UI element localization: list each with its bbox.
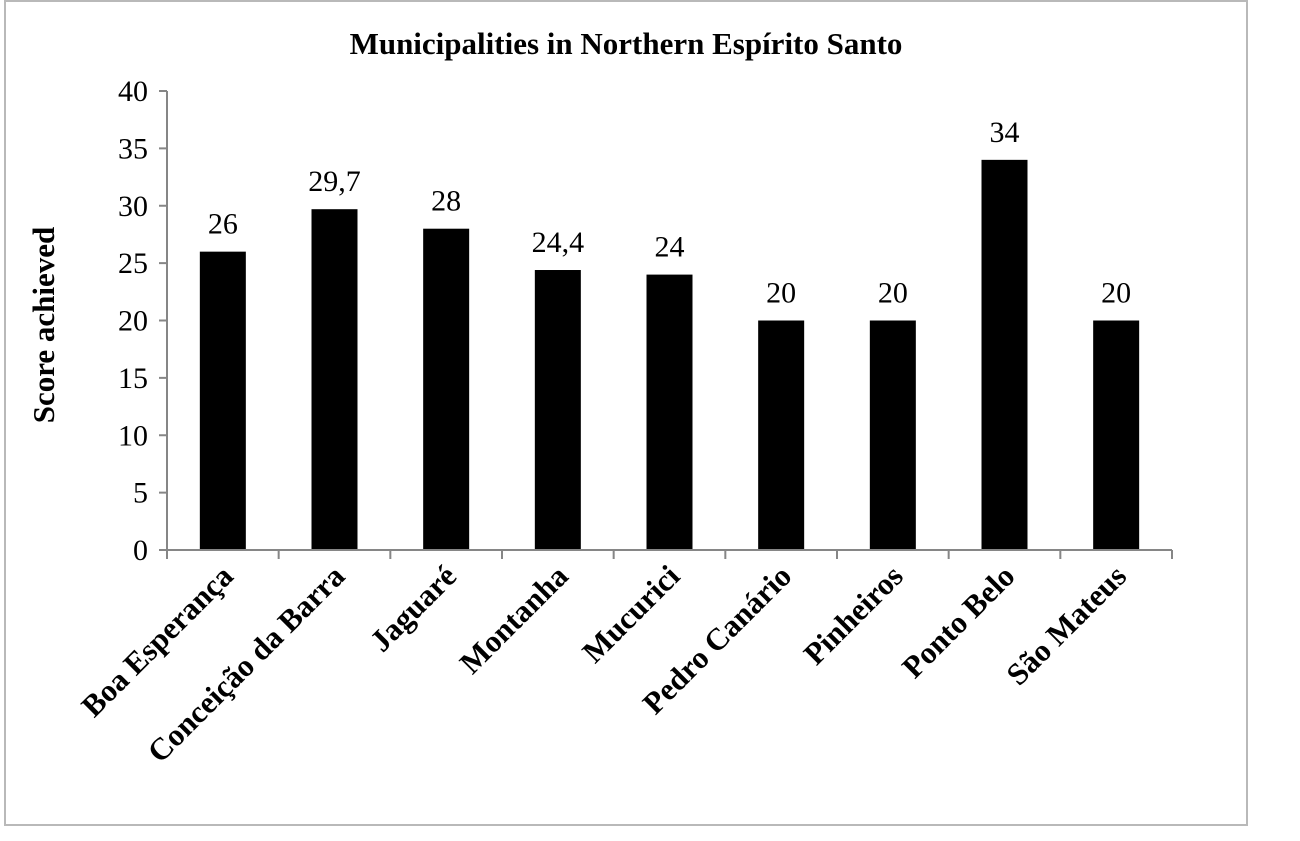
- y-tick-label: 15: [118, 362, 148, 395]
- y-tick-label: 35: [118, 132, 148, 165]
- y-tick-label: 10: [118, 419, 148, 452]
- bar: [869, 320, 916, 550]
- data-label: 26: [208, 208, 238, 241]
- data-label: 20: [1101, 277, 1131, 310]
- x-tick-label: Conceição da Barra: [140, 558, 351, 769]
- bar: [758, 320, 805, 550]
- y-tick-label: 5: [133, 477, 148, 510]
- data-label: 20: [878, 277, 908, 310]
- bar: [199, 251, 246, 550]
- bar: [981, 159, 1028, 550]
- data-label: 34: [990, 116, 1020, 149]
- x-tick-label: Mucurici: [575, 558, 686, 669]
- bar: [534, 270, 581, 550]
- y-axis-label: Score achieved: [26, 227, 61, 424]
- data-label: 24: [655, 231, 685, 264]
- data-label: 28: [431, 185, 461, 218]
- y-tick-label: 40: [118, 75, 148, 108]
- bars: [199, 159, 1140, 550]
- data-label: 24,4: [532, 226, 585, 259]
- y-tick-label: 0: [133, 534, 148, 567]
- bar: [423, 228, 470, 550]
- x-tick-label: Jaguaré: [363, 558, 463, 658]
- y-tick-label: 20: [118, 305, 148, 338]
- x-tick-label: São Mateus: [999, 558, 1133, 692]
- bar: [1093, 320, 1140, 550]
- x-tick-label: Montanha: [453, 558, 576, 681]
- data-labels: 26 29,7 28 24,4 24 20 20 34 20: [208, 116, 1131, 310]
- bar: [646, 274, 693, 550]
- data-label: 20: [766, 277, 796, 310]
- y-axis-ticks: 0 5 10 15 20 25 30 35 40: [118, 75, 167, 567]
- bar: [311, 209, 358, 550]
- data-label: 29,7: [308, 165, 361, 198]
- x-tick-label: Pinheiros: [797, 558, 910, 671]
- y-tick-label: 25: [118, 247, 148, 280]
- y-tick-label: 30: [118, 190, 148, 223]
- chart-title: Municipalities in Northern Espírito Sant…: [350, 26, 903, 61]
